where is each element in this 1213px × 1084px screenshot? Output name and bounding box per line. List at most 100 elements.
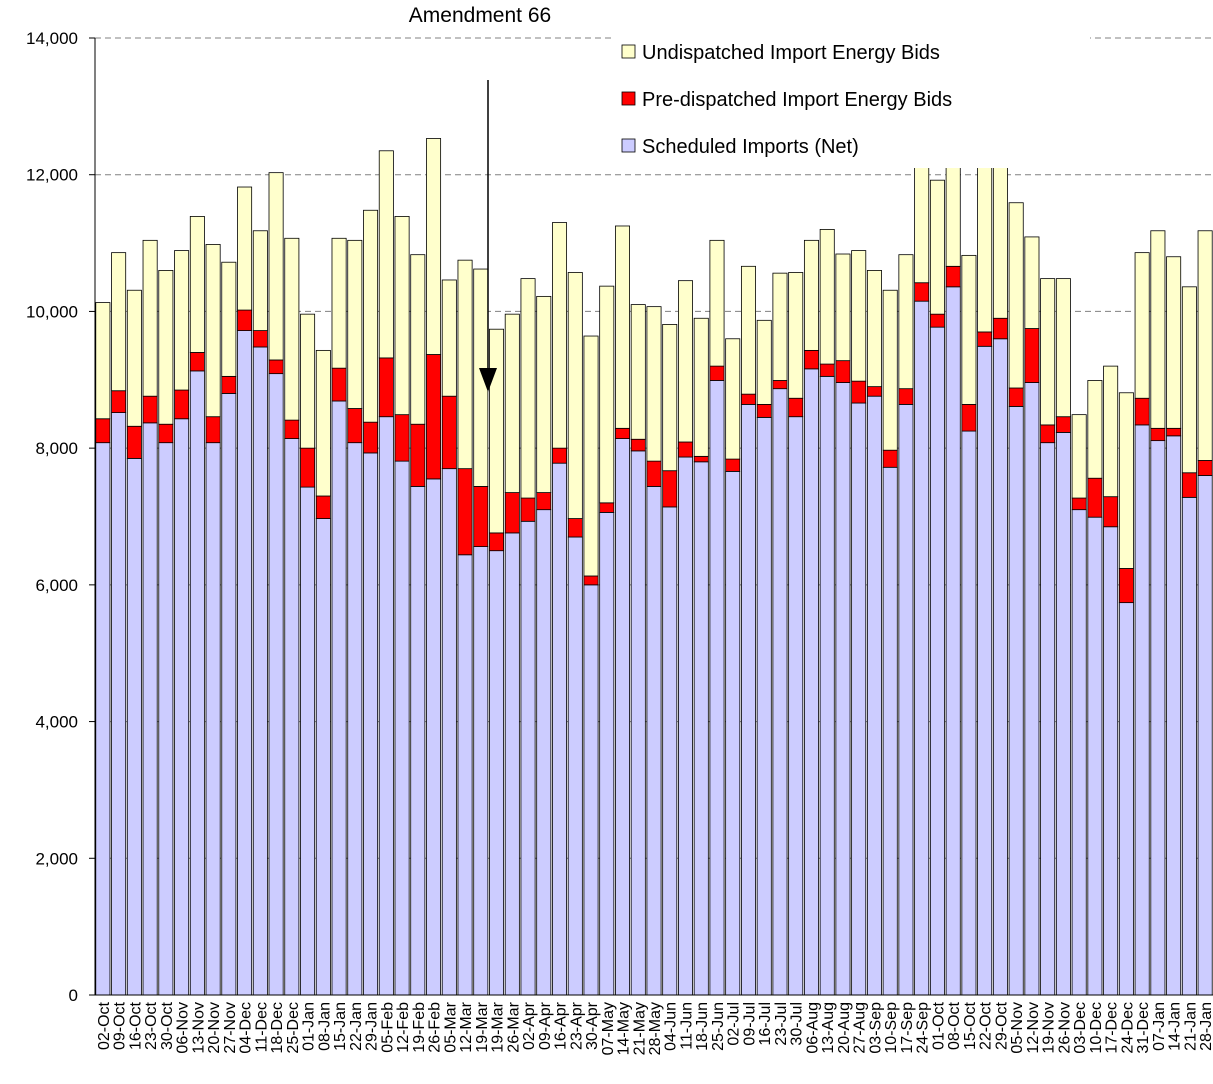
bar-segment [205, 442, 221, 996]
bar-segment [363, 452, 379, 996]
x-tick-label: 07-May [600, 1002, 617, 1055]
bar-segment [740, 403, 756, 996]
x-tick-label: 18-Jun [694, 1002, 711, 1051]
bar-segment [331, 400, 347, 996]
y-tick-label: 0 [69, 986, 78, 1005]
bar-segment [441, 468, 457, 996]
bar-segment [772, 380, 788, 390]
bar-segment [95, 302, 111, 420]
bar-segment [882, 289, 898, 451]
bar-segment [394, 216, 410, 416]
bar-segment [520, 520, 536, 996]
x-tick-label: 21-Jan [1182, 1002, 1199, 1051]
bar-segment [803, 239, 819, 351]
bar-segment [284, 419, 300, 439]
axes: 0 2,000 4,000 6,000 8,000 10,000 12,000 14,000 0… [26, 29, 1213, 1055]
bar-segment [788, 397, 804, 418]
bar-segment [473, 546, 489, 996]
x-tick-label: 09-Jul [741, 1002, 758, 1046]
x-tick-label: 28-May [647, 1002, 664, 1055]
bar-segment [426, 478, 442, 996]
y-tick-label: 8,000 [35, 439, 78, 458]
bar-segment [1181, 286, 1197, 474]
bar-segment [1150, 230, 1166, 429]
bar-segment [851, 250, 867, 382]
bar-segment [520, 497, 536, 522]
x-tick-label: 09-Apr [537, 1001, 554, 1050]
bar-segment [174, 389, 190, 420]
legend-label: Scheduled Imports (Net) [642, 136, 859, 158]
annotation: Amendment 66 [409, 4, 551, 27]
bar-segment [961, 403, 977, 432]
bar-segment [1197, 230, 1213, 461]
bar-segment [315, 495, 331, 519]
bar-segment [1118, 602, 1134, 996]
bar-segment [693, 461, 709, 996]
y-tick-label: 6,000 [35, 576, 78, 595]
bar-segment [378, 416, 394, 996]
bar-segment [599, 285, 615, 504]
bar-segment [819, 363, 835, 377]
bar-segment [977, 331, 993, 347]
bar-segment [552, 447, 568, 464]
bar-segment [992, 338, 1008, 996]
bar-segment [898, 403, 914, 996]
bar-segment [756, 319, 772, 405]
x-tick-label: 05-Nov [1009, 1002, 1026, 1054]
bar-segment [882, 466, 898, 996]
bar-segment [189, 370, 205, 996]
bar-segment [567, 536, 583, 996]
bar-segment [803, 368, 819, 996]
bar-segment [583, 575, 599, 586]
bar-segment [300, 313, 316, 449]
bar-segment [929, 313, 945, 328]
bar-segment [977, 345, 993, 996]
bar-segment [158, 270, 174, 425]
bar-segment [1087, 477, 1103, 518]
bar-segment [945, 286, 961, 996]
x-tick-label: 19-Feb [411, 1002, 428, 1053]
bar-segment [489, 328, 505, 534]
bar-segment [536, 509, 552, 996]
bar-segment [929, 326, 945, 996]
bar-segment [536, 295, 552, 493]
bar-segment [221, 261, 237, 377]
bar-segment [740, 393, 756, 405]
bar-segment [1103, 496, 1119, 528]
bar-segment [378, 357, 394, 418]
bar-segment [489, 532, 505, 552]
bar-segment [914, 300, 930, 996]
bar-segment [693, 455, 709, 463]
x-tick-label: 30-Oct [159, 1001, 176, 1050]
x-tick-label: 19-Nov [1041, 1002, 1058, 1054]
x-tick-label: 05-Feb [379, 1002, 396, 1053]
bar-segment [111, 252, 127, 392]
bar-segment [1055, 432, 1071, 996]
bar-segment [678, 456, 693, 996]
x-tick-label: 10-Sep [883, 1002, 900, 1054]
x-tick-label: 30-Apr [584, 1001, 601, 1050]
bar-segment [1040, 278, 1056, 426]
legend-swatch [621, 91, 636, 106]
bar-segment [536, 492, 552, 511]
bar-segment [1166, 435, 1182, 996]
x-tick-label: 17-Sep [899, 1002, 916, 1054]
x-tick-label: 15-Oct [962, 1001, 979, 1050]
bar-segment [1181, 496, 1197, 996]
x-tick-label: 14-Jan [1167, 1002, 1184, 1051]
bar-segment [866, 386, 882, 397]
bar-segment [426, 138, 442, 355]
bar-segment [1055, 416, 1071, 433]
x-tick-label: 24-Dec [1119, 1002, 1136, 1054]
bar-segment [1040, 424, 1056, 444]
bar-segment [252, 346, 268, 996]
bar-segment [1134, 397, 1150, 426]
bar-segment [504, 492, 520, 534]
x-tick-label: 12-Nov [1025, 1002, 1042, 1054]
x-tick-label: 19-Mar [474, 1001, 491, 1052]
bar-segment [615, 225, 630, 429]
bar-segment [835, 253, 851, 362]
bar-segment [1071, 509, 1087, 996]
bar-segment [646, 460, 662, 487]
bar-segment [803, 349, 819, 370]
